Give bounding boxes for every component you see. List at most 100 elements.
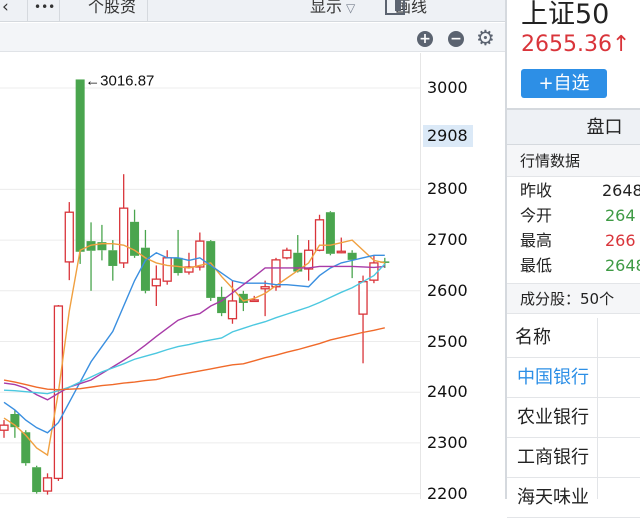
zoom-in-icon[interactable]: + [417,31,433,47]
y-tick-label: 2500 [427,331,468,351]
price-axis: 2908 3000 2800 2700 2600 2500 2400 2300 2200 [420,53,505,503]
candle-body [10,414,20,428]
index-price: 2655.36↑ [521,32,631,57]
candle [314,214,325,252]
ma10-line [3,251,385,434]
y-tick-label: 2300 [427,432,468,452]
ma30-line [3,263,386,395]
candle [64,202,74,281]
y-tick-label: 2600 [427,280,468,300]
candle-body [0,424,9,431]
candle-body [260,286,270,290]
candle [206,240,216,301]
quote-value: 2648 [605,256,640,275]
candle [336,237,346,254]
tab-orderbook[interactable]: 盘口 [507,108,640,145]
candle [151,265,161,307]
candle-body [303,249,314,270]
candle-body [64,211,74,263]
candle [32,465,42,494]
candle [108,240,118,281]
quote-label: 今开 [520,206,553,225]
crosshair-price-label: 2908 [423,125,473,147]
candle-body [380,261,390,263]
candle [293,235,303,273]
constituents-count: 成分股：50个 [507,283,640,314]
candle-body [119,207,129,264]
candle [97,224,107,261]
candle [282,247,292,260]
candle-body [140,247,150,291]
more-button[interactable]: ••• [28,0,60,22]
candle-body [108,250,118,266]
candle [184,252,194,275]
candle [119,174,129,268]
settings-icon[interactable]: ⚙ [476,26,495,50]
candle-body [314,219,325,251]
candle-body [32,467,42,493]
quote-value: 266 [605,231,636,250]
ma5-line [3,239,385,457]
candle-body [151,278,161,287]
stock-row[interactable]: 农业银行 [507,398,640,438]
candle [162,250,172,285]
candle-body [75,79,85,252]
zoom-out-icon[interactable]: − [448,31,464,47]
column-header-name[interactable]: 名称 [507,318,640,358]
candle [86,222,96,291]
quote-row: 今开 264 [507,203,640,228]
candle-body [162,257,172,282]
candle-body [184,266,194,273]
candle [238,290,248,312]
candle-body [97,242,107,251]
high-annotation: ←3016.87 [85,72,154,89]
candle [303,240,314,281]
candle-body [249,299,259,303]
stock-row[interactable]: 中国银行 [507,358,640,398]
candle [21,430,31,466]
panel-icon[interactable] [385,0,405,15]
y-tick-label: 2200 [427,483,468,503]
candle [195,232,205,271]
chart-toolbar: ‹ ••• 个股资料 显示▽ 画线 [0,0,505,42]
quote-row: 昨收 2648 [507,178,640,203]
display-label: 显示 [310,0,343,16]
stock-row[interactable]: 海天味业 [507,478,640,518]
add-watchlist-button[interactable]: +自选 [521,69,607,98]
ma60-line [3,327,385,391]
quote-value: 2648 [602,181,640,200]
candle-body [217,296,227,314]
candle-body [271,259,281,288]
quote-label: 最低 [520,256,553,275]
candle [75,79,85,264]
quote-row: 最高 266 [507,228,640,253]
quote-label: 最高 [520,231,553,250]
candle [0,420,9,438]
stock-row[interactable]: 工商银行 [507,438,640,478]
candle [358,275,368,364]
candle [130,209,140,258]
quote-value: 264 [605,206,636,225]
candle [347,250,357,279]
candle-body [336,250,346,254]
y-tick-label: 2700 [427,230,468,250]
display-dropdown[interactable]: 显示 ▽ [310,0,355,22]
candle [271,257,281,291]
y-tick-label: 3000 [427,78,468,97]
y-tick-label: 2800 [427,179,468,199]
chevron-down-icon: ▽ [346,1,356,15]
candle [173,229,183,276]
candle-body [206,241,216,298]
quote-label: 昨收 [520,181,553,200]
back-button[interactable]: ‹ [0,0,28,22]
candlestick-chart[interactable]: ←3016.87 [0,53,420,499]
candle [140,229,150,294]
candle [227,280,238,324]
candle [217,286,227,317]
section-market-data: 行情数据 [507,145,640,177]
candle [260,280,270,317]
candle [42,473,53,495]
stock-profile-tab[interactable]: 个股资料 [60,0,148,42]
candle-body [325,212,335,254]
quote-row: 最低 2648 [507,253,640,278]
